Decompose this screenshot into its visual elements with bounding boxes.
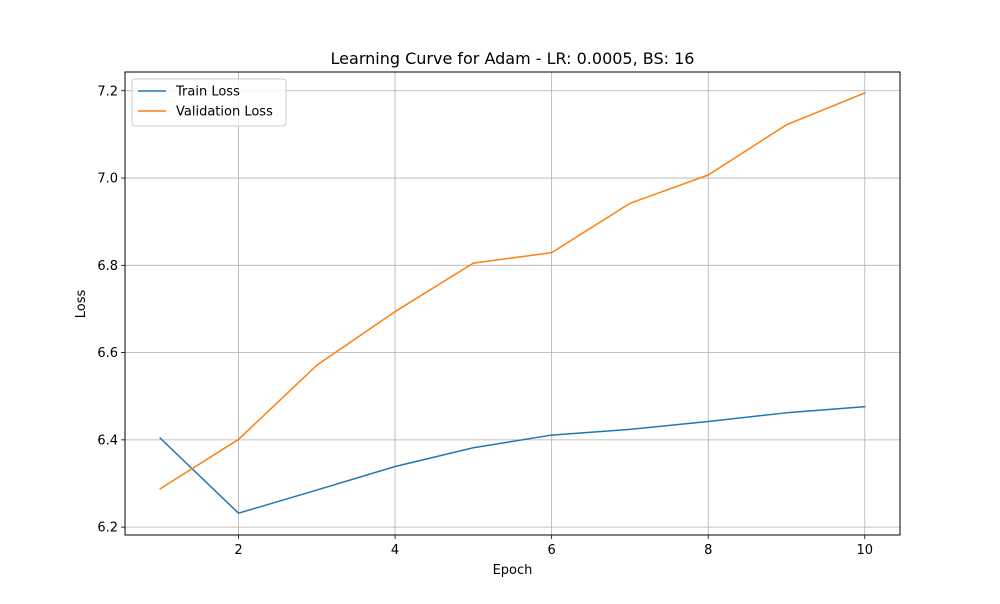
y-tick-label: 7.0 [97,172,118,187]
x-tick-label: 8 [704,543,712,558]
y-tick-label: 6.6 [97,346,118,361]
series-line-validation-loss [159,91,866,490]
y-tick-label: 7.2 [97,84,118,99]
plot-frame [124,71,901,536]
x-tick-label: 6 [548,543,556,558]
legend-label: Validation Loss [176,105,273,120]
x-axis-label: Epoch [493,563,533,578]
legend: Train Loss Validation Loss [131,78,287,127]
series-lines [159,91,866,514]
x-tick-label: 10 [856,543,873,558]
chart-title: Learning Curve for Adam - LR: 0.0005, BS… [331,49,695,68]
y-tick-label: 6.4 [97,433,118,448]
y-axis-ticks: 6.2 6.4 6.6 6.8 7.0 7.2 [97,84,125,536]
legend-box [131,78,287,127]
x-tick-label: 2 [234,543,242,558]
x-axis-ticks: 2 4 6 8 10 [234,535,873,558]
x-tick-label: 4 [391,543,399,558]
y-axis-label: Loss [74,290,89,319]
y-tick-label: 6.2 [97,521,118,536]
legend-label: Train Loss [175,85,240,100]
grid-lines [125,72,900,535]
y-tick-label: 6.8 [97,259,118,274]
series-line-train-loss [159,405,866,514]
